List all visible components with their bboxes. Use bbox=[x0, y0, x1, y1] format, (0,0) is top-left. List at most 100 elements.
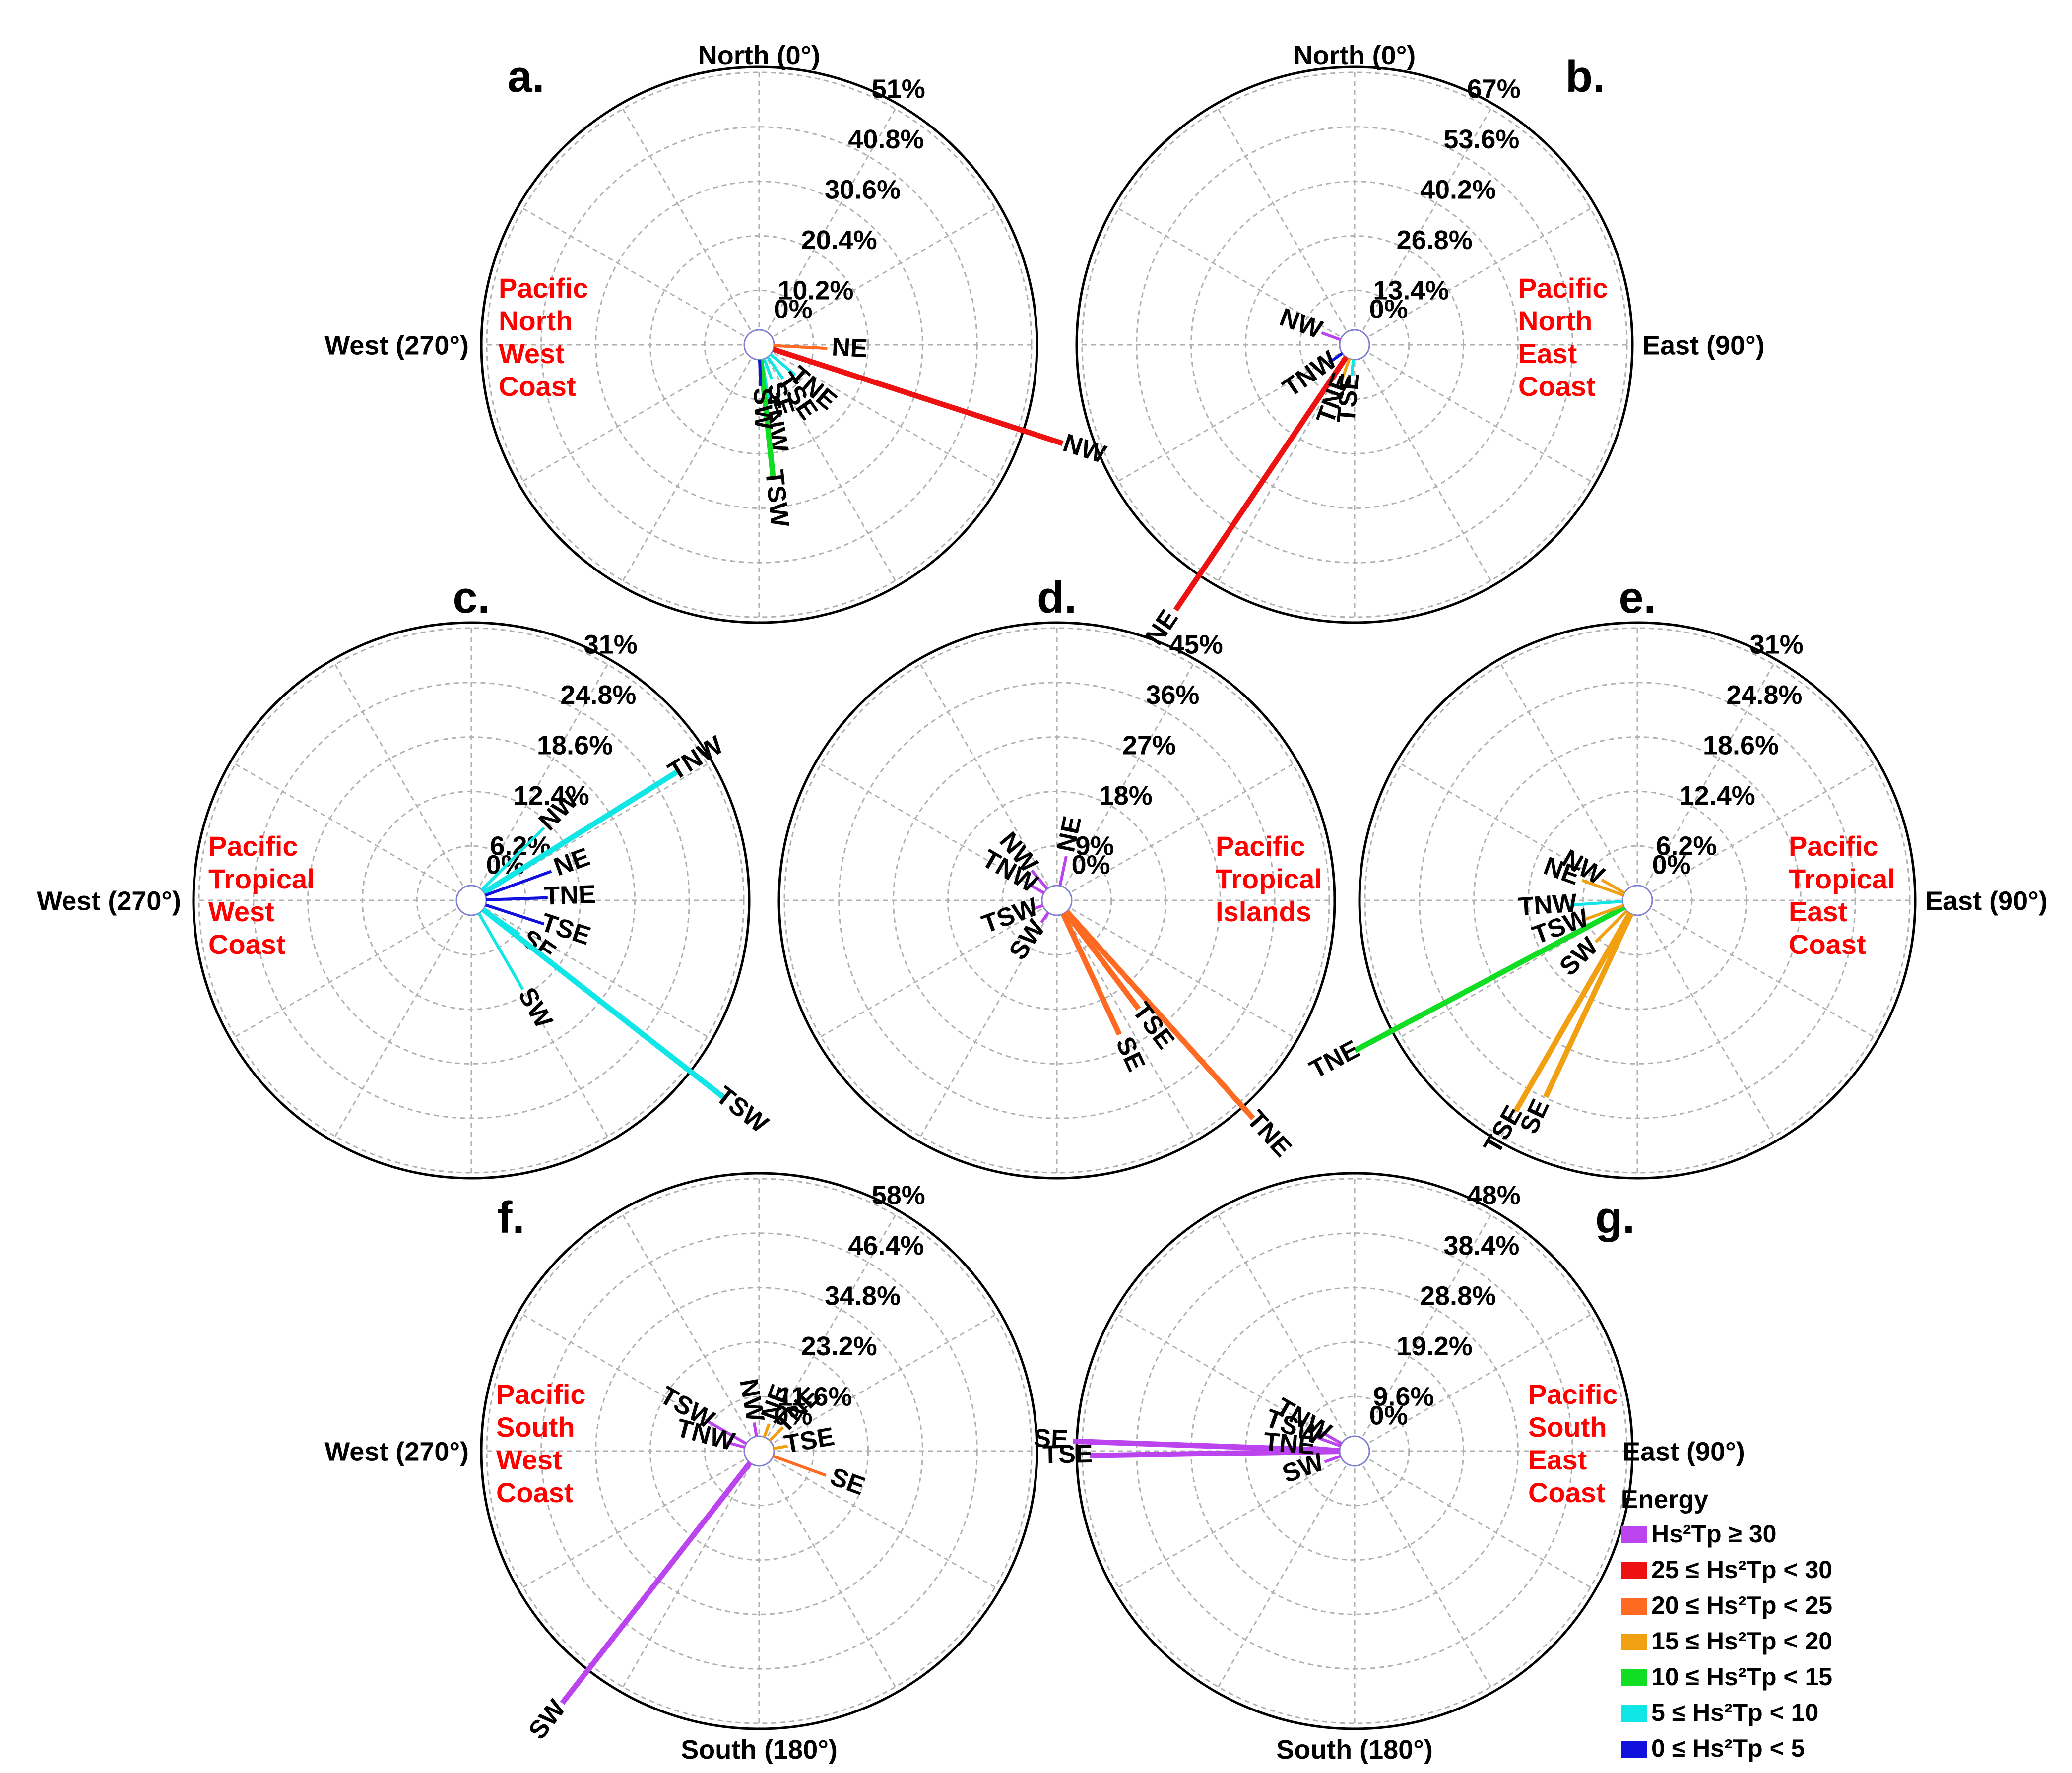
panel-letter: f. bbox=[498, 1193, 525, 1243]
direction-label: TSE bbox=[1042, 1440, 1093, 1469]
region-label-line: Coast bbox=[1518, 371, 1596, 402]
ring-label: 31% bbox=[584, 630, 638, 659]
ring-label: 13.4% bbox=[1373, 275, 1449, 305]
direction-label: SW bbox=[513, 983, 559, 1033]
region-label-line: West bbox=[496, 1444, 562, 1475]
panel-letter: d. bbox=[1037, 573, 1077, 623]
ring-label: 53.6% bbox=[1443, 125, 1519, 154]
grid-spoke bbox=[1497, 659, 1629, 886]
grid-spoke bbox=[331, 659, 463, 886]
outer-ring bbox=[480, 1172, 1038, 1730]
ring-label: 24.8% bbox=[1726, 680, 1802, 710]
grid-spoke bbox=[774, 353, 1000, 485]
region-label-line: Tropical bbox=[1789, 863, 1895, 894]
grid-spoke bbox=[1362, 1210, 1494, 1437]
outer-ring bbox=[1075, 1172, 1634, 1730]
bar-d-tne bbox=[1064, 909, 1255, 1120]
polar-panel-e: 0%6.2%12.4%18.6%24.8%31%TNETSESESWTSWTNW… bbox=[1305, 573, 2048, 1180]
ring-label: 0% bbox=[774, 295, 813, 324]
ring-label: 0% bbox=[1652, 850, 1691, 880]
bar-f-nw bbox=[752, 1422, 758, 1437]
ring-label: 51% bbox=[872, 74, 925, 104]
center-hub bbox=[1621, 885, 1653, 916]
legend-swatch bbox=[1621, 1741, 1647, 1758]
region-label: Pacific Tropical Islands bbox=[1216, 830, 1322, 927]
region-label-line: Tropical bbox=[208, 863, 315, 894]
region-label-line: South bbox=[496, 1411, 575, 1443]
panel-letter: g. bbox=[1595, 1193, 1635, 1243]
direction-label: TNE bbox=[1262, 1427, 1316, 1460]
bar-b-ne bbox=[1173, 355, 1349, 612]
ring-label: 23.2% bbox=[801, 1331, 877, 1361]
panel-letter: b. bbox=[1565, 52, 1605, 102]
legend-swatch bbox=[1621, 1562, 1647, 1579]
grid-ring bbox=[783, 627, 1330, 1174]
bar-e-nw bbox=[1601, 878, 1625, 894]
grid-spoke bbox=[917, 915, 1049, 1141]
bar-g-se bbox=[1073, 1438, 1340, 1454]
outer-ring bbox=[1358, 621, 1917, 1180]
bar-d-sw bbox=[1040, 911, 1050, 924]
grid-spoke bbox=[1369, 205, 1596, 337]
bar-c-tne bbox=[486, 896, 548, 901]
region-label: Pacific North West Coast bbox=[499, 272, 588, 402]
grid-spoke bbox=[1652, 908, 1878, 1040]
ring-label: 9% bbox=[1075, 831, 1114, 861]
bar-d-nw bbox=[1031, 869, 1049, 890]
center-hub bbox=[743, 329, 775, 361]
grid-spoke bbox=[1396, 760, 1623, 892]
grid-spoke bbox=[1113, 1311, 1340, 1443]
grid-ring bbox=[1364, 627, 1911, 1174]
grid-ring bbox=[486, 71, 1033, 618]
bar-b-tse bbox=[1350, 359, 1355, 376]
legend-swatch bbox=[1621, 1526, 1647, 1543]
grid-spoke bbox=[1065, 915, 1197, 1141]
compass-west-label: West (270°) bbox=[324, 1437, 469, 1466]
compass-south-label: South (180°) bbox=[1276, 1735, 1433, 1765]
compass-west-label: West (270°) bbox=[324, 330, 469, 360]
grid-spoke bbox=[518, 1459, 745, 1591]
ring-label: 18.6% bbox=[1703, 730, 1779, 760]
bar-b-tnw bbox=[1328, 352, 1344, 364]
ring-label: 20.4% bbox=[801, 225, 877, 255]
region-label-line: Coast bbox=[1528, 1477, 1606, 1508]
grid-ring bbox=[1081, 71, 1628, 618]
ring-label: 18.6% bbox=[537, 730, 613, 760]
bar-f-ne bbox=[763, 1423, 771, 1438]
grid-spoke bbox=[1071, 760, 1298, 892]
ring-label: 0% bbox=[1072, 850, 1110, 880]
grid-spoke bbox=[1113, 353, 1340, 485]
region-label-line: Coast bbox=[208, 929, 286, 960]
grid-spoke bbox=[1645, 915, 1777, 1141]
grid-spoke bbox=[917, 659, 1049, 886]
grid-spoke bbox=[1215, 359, 1347, 586]
ring-label: 34.8% bbox=[825, 1281, 901, 1311]
region-label: Pacific Tropical West Coast bbox=[208, 830, 315, 960]
direction-label: SE bbox=[827, 1462, 869, 1501]
region-label: Pacific Tropical East Coast bbox=[1789, 830, 1895, 960]
grid-ring bbox=[1081, 1178, 1628, 1724]
grid-spoke bbox=[774, 1311, 1000, 1443]
grid-spoke bbox=[1369, 1459, 1596, 1591]
polar-panel-b: 0%13.4%26.8%40.2%53.6%67%NENWTNWTNETSEb.… bbox=[1075, 41, 1765, 650]
region-label-line: North bbox=[499, 305, 573, 336]
bar-d-ne bbox=[1058, 856, 1068, 886]
grid-spoke bbox=[1215, 1465, 1347, 1692]
region-label: Pacific North East Coast bbox=[1518, 272, 1608, 402]
panel-letter: e. bbox=[1619, 573, 1656, 623]
grid-spoke bbox=[1362, 359, 1494, 586]
region-label-line: Pacific bbox=[496, 1379, 586, 1410]
bar-e-tse bbox=[1513, 912, 1632, 1113]
legend-label: Hs²Tp ≥ 30 bbox=[1651, 1520, 1777, 1548]
direction-label: TNE bbox=[1305, 1035, 1364, 1084]
grid-spoke bbox=[1362, 104, 1494, 330]
bar-c-sw bbox=[477, 912, 524, 990]
bar-g-tse bbox=[1090, 1449, 1340, 1458]
grid-spoke bbox=[1071, 908, 1298, 1040]
direction-label: TNW bbox=[1517, 888, 1578, 921]
ring-label: 0% bbox=[1369, 295, 1408, 324]
bar-c-tnw bbox=[482, 769, 679, 895]
region-label-line: Pacific bbox=[499, 272, 588, 304]
compass-east-label: East (90°) bbox=[1925, 886, 2048, 916]
